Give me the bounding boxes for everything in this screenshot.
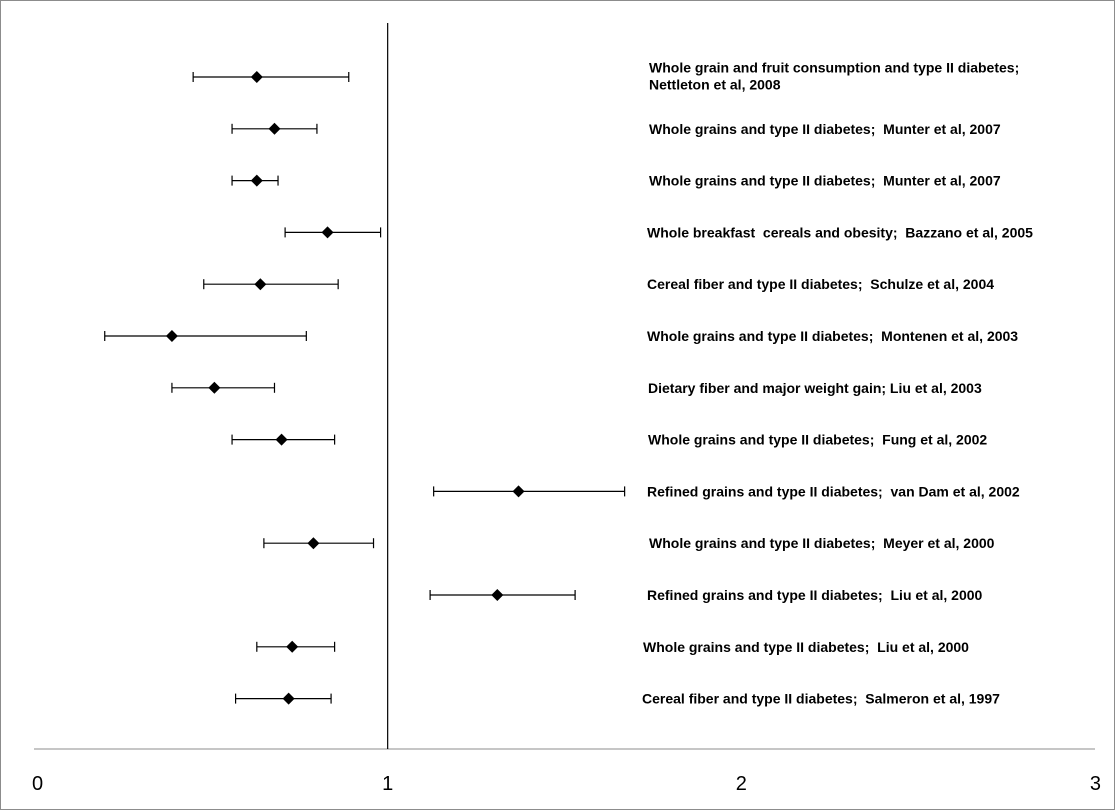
x-tick-label: 2	[736, 773, 747, 795]
study-label: Whole grains and type II diabetes; Munte…	[649, 173, 1001, 189]
study-label-line: Refined grains and type II diabetes; van…	[647, 483, 1020, 499]
point-estimate-marker	[268, 122, 281, 135]
study-label-line: Whole grains and type II diabetes; Liu e…	[643, 639, 969, 655]
study-label-line: Cereal fiber and type II diabetes; Salme…	[642, 691, 1000, 707]
study-label: Cereal fiber and type II diabetes; Salme…	[642, 691, 1000, 707]
point-estimate-marker	[250, 174, 263, 187]
study-label-line: Whole grains and type II diabetes; Meyer…	[649, 535, 995, 551]
study-label-line: Nettleton et al, 2008	[649, 77, 781, 93]
x-tick-label: 3	[1090, 773, 1101, 795]
study-label-line: Refined grains and type II diabetes; Liu…	[647, 587, 983, 603]
study-label-line: Whole breakfast cereals and obesity; Baz…	[647, 224, 1033, 240]
point-estimate-marker	[208, 381, 221, 394]
study-label: Whole breakfast cereals and obesity; Baz…	[647, 224, 1033, 240]
study-label-line: Whole grain and fruit consumption and ty…	[649, 60, 1019, 76]
point-estimate-marker	[254, 278, 267, 291]
study-label-line: Whole grains and type II diabetes; Fung …	[648, 432, 987, 448]
study-labels: Whole grain and fruit consumption and ty…	[642, 60, 1033, 707]
study-label: Refined grains and type II diabetes; van…	[647, 483, 1020, 499]
point-estimate-marker	[307, 537, 320, 550]
study-label-line: Whole grains and type II diabetes; Munte…	[649, 121, 1001, 137]
point-estimate-marker	[512, 485, 525, 498]
study-label: Refined grains and type II diabetes; Liu…	[647, 587, 983, 603]
point-estimate-marker	[165, 330, 178, 342]
study-label-line: Dietary fiber and major weight gain; Liu…	[648, 380, 982, 396]
point-estimate-marker	[250, 71, 263, 83]
study-label: Whole grains and type II diabetes; Fung …	[648, 432, 987, 448]
point-estimate-marker	[275, 433, 288, 446]
study-label: Whole grains and type II diabetes; Munte…	[649, 121, 1001, 137]
study-label: Cereal fiber and type II diabetes; Schul…	[647, 276, 994, 292]
study-label-line: Whole grains and type II diabetes; Monte…	[647, 328, 1018, 344]
axis-layer: 0 1 2 3	[32, 23, 1101, 795]
x-tick-label: 1	[382, 773, 393, 795]
point-estimate-marker	[282, 692, 295, 705]
study-label: Dietary fiber and major weight gain; Liu…	[648, 380, 982, 396]
study-label: Whole grain and fruit consumption and ty…	[649, 60, 1019, 93]
study-rows	[104, 71, 626, 705]
study-label: Whole grains and type II diabetes; Meyer…	[649, 535, 995, 551]
point-estimate-marker	[286, 640, 299, 653]
study-label-line: Whole grains and type II diabetes; Munte…	[649, 173, 1001, 189]
study-label: Whole grains and type II diabetes; Liu e…	[643, 639, 969, 655]
point-estimate-marker	[491, 589, 504, 601]
study-label-line: Cereal fiber and type II diabetes; Schul…	[647, 276, 994, 292]
point-estimate-marker	[321, 226, 334, 239]
x-tick-label: 0	[32, 773, 43, 795]
study-label: Whole grains and type II diabetes; Monte…	[647, 328, 1018, 344]
